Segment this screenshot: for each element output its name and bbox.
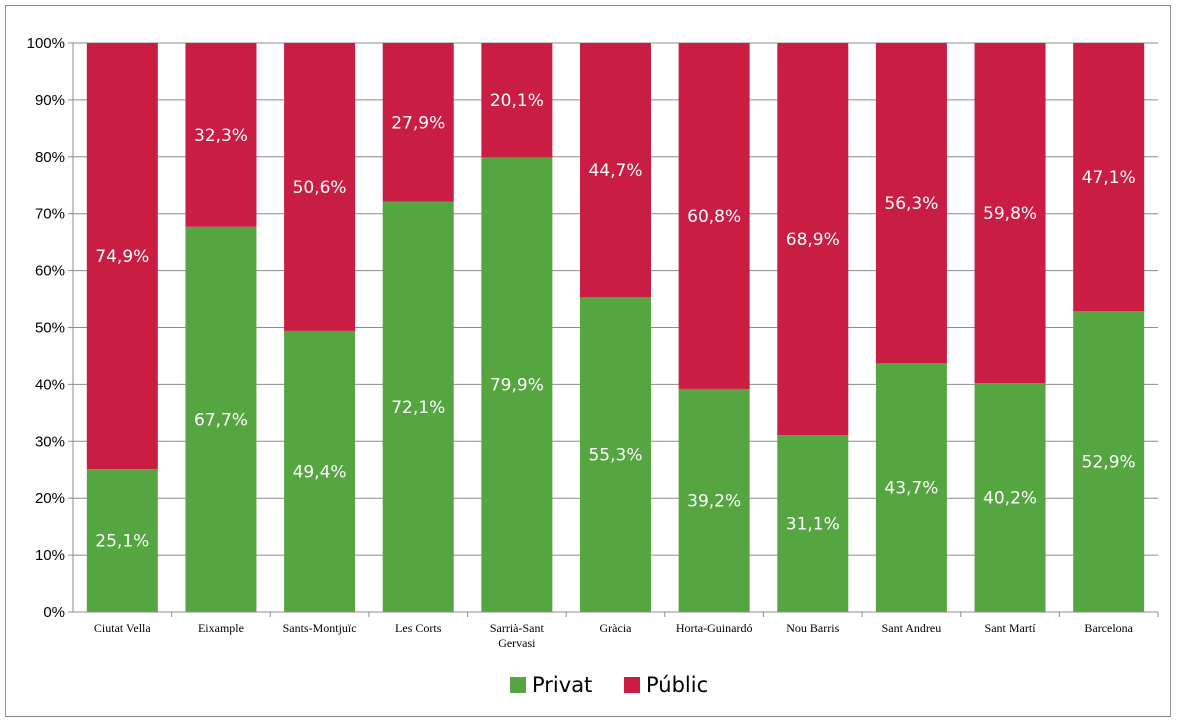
bar-pblic-3 — [382, 43, 454, 202]
y-tick-label: 30% — [35, 433, 65, 450]
data-label: 40,2% — [983, 489, 1037, 509]
data-label: 31,1% — [786, 515, 840, 535]
bar-pblic-2 — [284, 43, 356, 331]
y-tick-label: 100% — [27, 35, 65, 52]
data-label: 20,1% — [490, 91, 544, 111]
bar-privat-7 — [777, 435, 849, 612]
data-label: 27,9% — [391, 113, 445, 133]
data-label: 50,6% — [293, 178, 347, 198]
bar-pblic-8 — [875, 43, 947, 364]
data-label: 49,4% — [293, 462, 347, 482]
x-tick-label: Gervasi — [498, 636, 536, 650]
x-tick-label: Nou Barris — [786, 621, 839, 635]
data-label: 60,8% — [687, 207, 741, 227]
legend-label-pblic: Públic — [646, 673, 708, 697]
data-label: 44,7% — [588, 161, 642, 181]
bar-pblic-6 — [678, 43, 750, 389]
x-tick-label: Barcelona — [1084, 621, 1133, 635]
y-tick-label: 60% — [35, 263, 65, 280]
y-tick-label: 90% — [35, 92, 65, 109]
data-label: 59,8% — [983, 204, 1037, 224]
bar-privat-1 — [185, 226, 257, 613]
legend-swatch-pblic — [624, 677, 640, 693]
bar-privat-5 — [580, 297, 651, 612]
data-label: 32,3% — [194, 126, 248, 146]
bar-privat-3 — [382, 201, 454, 612]
bar-privat-10 — [1073, 310, 1145, 612]
data-label: 79,9% — [490, 376, 544, 396]
x-tick-label: Ciutat Vella — [94, 621, 151, 635]
x-tick-label: Sants-Montjuïc — [283, 621, 357, 635]
data-label: 55,3% — [588, 446, 642, 466]
data-label: 52,9% — [1082, 452, 1136, 472]
data-label: 43,7% — [884, 479, 938, 499]
x-tick-label: Eixample — [198, 621, 244, 635]
x-tick-label: Sant Martí — [985, 621, 1037, 635]
bar-privat-8 — [875, 363, 947, 612]
y-tick-label: 20% — [35, 490, 65, 507]
data-label: 74,9% — [95, 247, 149, 267]
x-tick-label: Sant Andreu — [882, 621, 942, 635]
bar-pblic-1 — [185, 43, 257, 227]
data-label: 67,7% — [194, 410, 248, 430]
bar-pblic-9 — [974, 43, 1046, 384]
y-tick-label: 70% — [35, 206, 65, 223]
legend-swatch-privat — [510, 677, 526, 693]
y-tick-label: 40% — [35, 376, 65, 393]
data-label: 56,3% — [884, 194, 938, 214]
y-tick-label: 50% — [35, 320, 65, 337]
x-tick-label: Les Corts — [395, 621, 442, 635]
bar-privat-6 — [678, 388, 750, 612]
x-tick-label: Gràcia — [600, 621, 633, 635]
y-tick-label: 10% — [35, 547, 65, 564]
y-tick-label: 80% — [35, 149, 65, 166]
x-tick-label: Horta-Guinardó — [676, 621, 753, 635]
bar-privat-2 — [284, 330, 356, 612]
data-label: 39,2% — [687, 491, 741, 511]
x-tick-label: Sarrià-Sant — [490, 621, 545, 635]
bar-pblic-0 — [86, 43, 158, 470]
data-label: 25,1% — [95, 532, 149, 552]
bar-pblic-7 — [777, 43, 849, 436]
bar-privat-9 — [974, 383, 1046, 612]
bar-privat-4 — [481, 157, 553, 612]
bar-pblic-5 — [580, 43, 651, 298]
bar-pblic-10 — [1073, 43, 1145, 311]
data-label: 72,1% — [391, 398, 445, 418]
y-tick-label: 0% — [43, 604, 65, 621]
data-label: 47,1% — [1082, 168, 1136, 188]
bar-privat-0 — [86, 469, 158, 612]
legend-label-privat: Privat — [532, 673, 592, 697]
bar-pblic-4 — [481, 43, 553, 158]
data-label: 68,9% — [786, 230, 840, 250]
